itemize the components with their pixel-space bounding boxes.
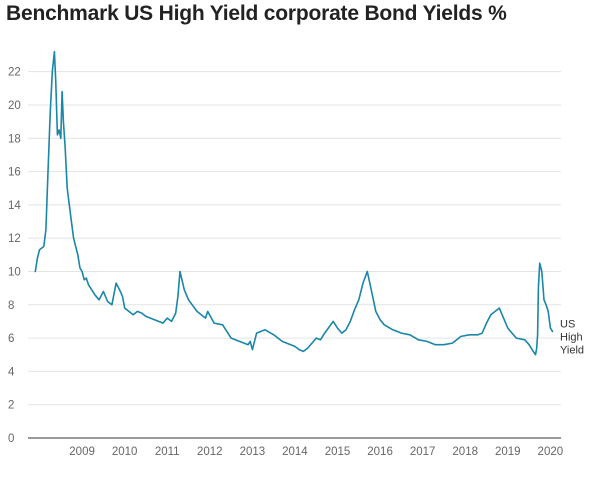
series-label-us-high-yield: US High Yield bbox=[560, 318, 584, 356]
x-tick-label: 2014 bbox=[282, 446, 308, 458]
x-tick-label: 2017 bbox=[410, 446, 436, 458]
chart-title: Benchmark US High Yield corporate Bond Y… bbox=[6, 2, 507, 25]
x-tick-label: 2010 bbox=[112, 446, 138, 458]
series-label-line: US bbox=[560, 318, 575, 330]
x-tick-label: 2018 bbox=[452, 446, 478, 458]
y-tick-label: 8 bbox=[8, 300, 14, 312]
y-tick-label: 2 bbox=[8, 400, 14, 412]
x-tick-label: 2013 bbox=[240, 446, 266, 458]
y-tick-label: 20 bbox=[8, 100, 21, 112]
y-tick-label: 10 bbox=[8, 266, 21, 278]
y-tick-label: 6 bbox=[8, 333, 14, 345]
x-tick-label: 2019 bbox=[495, 446, 521, 458]
x-tick-label: 2009 bbox=[69, 446, 95, 458]
x-tick-label: 2011 bbox=[155, 446, 180, 458]
y-tick-label: 4 bbox=[8, 366, 15, 378]
x-tick-label: 2012 bbox=[197, 446, 223, 458]
y-tick-label: 0 bbox=[8, 433, 14, 445]
x-tick-label: 2016 bbox=[367, 446, 393, 458]
x-tick-labels: 2009 2010 2011 2012 2013 2014 2015 2016 2017 2018… bbox=[69, 446, 563, 458]
grid-lines bbox=[28, 71, 561, 406]
y-tick-label: 12 bbox=[8, 233, 21, 245]
y-tick-label: 16 bbox=[8, 167, 21, 179]
y-tick-label: 22 bbox=[8, 67, 21, 79]
series-label-line: Yield bbox=[560, 344, 584, 356]
y-tick-label: 14 bbox=[8, 200, 21, 212]
y-tick-label: 18 bbox=[8, 133, 21, 145]
x-tick-label: 2020 bbox=[538, 446, 564, 458]
x-tick-label: 2015 bbox=[325, 446, 351, 458]
y-tick-labels: 0 2 4 6 8 10 12 14 16 18 20 22 bbox=[8, 67, 21, 445]
series-line-us-high-yield bbox=[34, 50, 554, 356]
series-label-line: High bbox=[560, 331, 583, 343]
